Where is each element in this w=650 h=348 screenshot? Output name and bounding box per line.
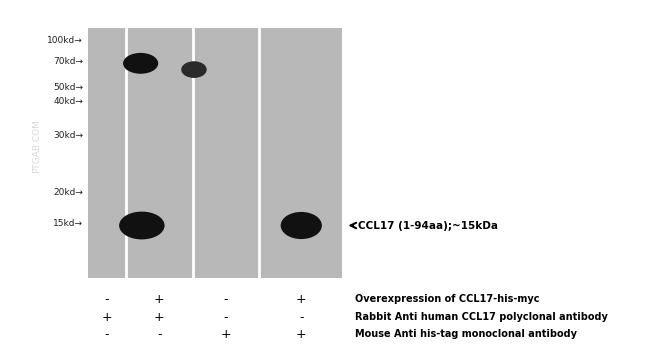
Text: 20kd→: 20kd→ bbox=[53, 188, 83, 197]
Ellipse shape bbox=[281, 212, 322, 239]
Ellipse shape bbox=[119, 212, 164, 239]
Text: +: + bbox=[154, 311, 164, 324]
Text: 50kd→: 50kd→ bbox=[53, 82, 83, 92]
Text: -: - bbox=[157, 327, 162, 341]
Text: +: + bbox=[296, 327, 307, 341]
Text: -: - bbox=[105, 327, 109, 341]
Text: Rabbit Anti human CCL17 polyclonal antibody: Rabbit Anti human CCL17 polyclonal antib… bbox=[355, 313, 608, 322]
Text: 70kd→: 70kd→ bbox=[53, 57, 83, 66]
Bar bbox=[88, 28, 343, 278]
Ellipse shape bbox=[181, 61, 207, 78]
Text: Mouse Anti his-tag monoclonal antibody: Mouse Anti his-tag monoclonal antibody bbox=[355, 329, 577, 339]
Text: +: + bbox=[101, 311, 112, 324]
Text: Overexpression of CCL17-his-myc: Overexpression of CCL17-his-myc bbox=[355, 294, 539, 304]
Text: -: - bbox=[224, 293, 228, 306]
Text: 100kd→: 100kd→ bbox=[47, 35, 83, 45]
Text: +: + bbox=[154, 293, 164, 306]
Text: -: - bbox=[224, 311, 228, 324]
Text: PTGAB.COM: PTGAB.COM bbox=[32, 119, 41, 173]
Text: -: - bbox=[105, 293, 109, 306]
Text: 40kd→: 40kd→ bbox=[53, 97, 83, 106]
Text: +: + bbox=[221, 327, 231, 341]
Text: 15kd→: 15kd→ bbox=[53, 219, 83, 228]
Text: +: + bbox=[296, 293, 307, 306]
Text: CCL17 (1-94aa);~15kDa: CCL17 (1-94aa);~15kDa bbox=[358, 221, 498, 230]
Text: -: - bbox=[299, 311, 304, 324]
Text: 30kd→: 30kd→ bbox=[53, 131, 83, 140]
Ellipse shape bbox=[123, 53, 158, 74]
